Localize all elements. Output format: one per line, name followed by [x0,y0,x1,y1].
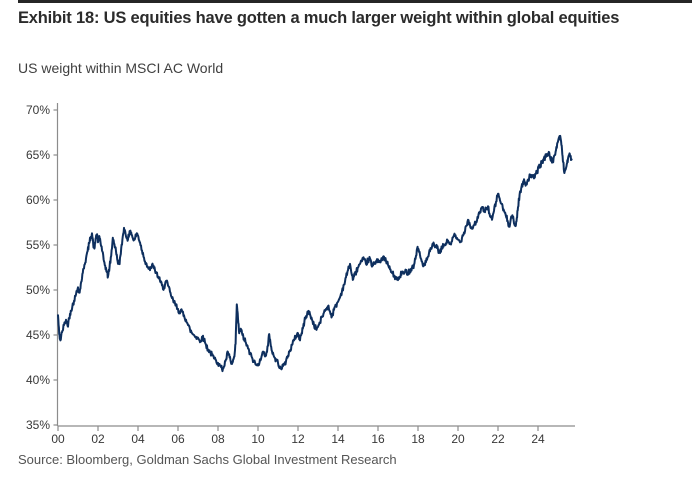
exhibit-top-rule [18,0,692,3]
x-tick-label: 12 [291,432,305,446]
x-tick-label: 14 [331,432,345,446]
exhibit-title: Exhibit 18: US equities have gotten a mu… [18,9,620,27]
source-note: Source: Bloomberg, Goldman Sachs Global … [18,452,397,467]
x-tick-label: 24 [531,432,545,446]
x-tick-label: 02 [91,432,105,446]
y-tick-label: 40% [25,373,50,387]
y-tick-label: 35% [25,418,50,432]
x-tick-label: 20 [451,432,465,446]
x-tick-label: 16 [371,432,385,446]
x-tick-label: 08 [211,432,225,446]
y-tick-label: 60% [25,193,50,207]
y-tick-label: 45% [25,328,50,342]
y-tick-label: 55% [25,238,50,252]
y-tick-label: 70% [25,103,50,117]
y-tick-label: 50% [25,283,50,297]
x-tick-label: 22 [491,432,505,446]
x-tick-label: 18 [411,432,425,446]
x-tick-label: 10 [251,432,265,446]
us-weight-series-line [57,134,573,373]
chart-subtitle: US weight within MSCI AC World [18,60,224,76]
x-tick-label: 00 [51,432,65,446]
y-tick-label: 65% [25,148,50,162]
x-tick-label: 04 [131,432,145,446]
x-tick-label: 06 [171,432,185,446]
